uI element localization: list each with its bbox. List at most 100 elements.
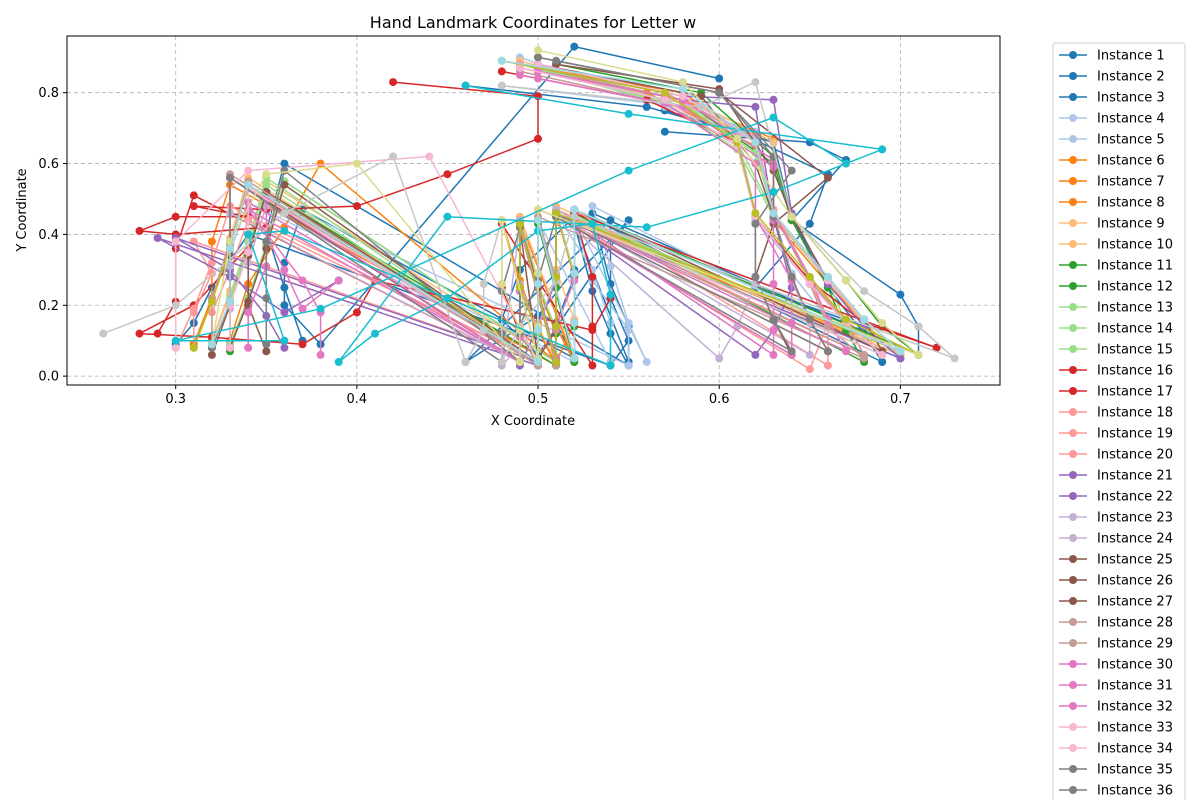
data-point <box>226 244 234 253</box>
data-point <box>751 209 760 218</box>
legend-label: Instance 7 <box>1097 175 1165 190</box>
data-point <box>262 180 271 189</box>
legend-swatch-marker <box>1069 450 1077 458</box>
legend-item: Instance 35 <box>1059 763 1173 778</box>
data-point <box>389 78 398 87</box>
legend-item: Instance 7 <box>1059 175 1165 190</box>
legend-label: Instance 31 <box>1097 679 1173 694</box>
legend-swatch-marker <box>1069 324 1077 332</box>
data-point <box>570 319 579 327</box>
data-point <box>769 315 778 324</box>
data-point <box>280 336 289 345</box>
legend-items: Instance 1 Instance 2 Instance 3 Instance 4… <box>1059 49 1173 799</box>
legend-swatch-marker <box>1069 786 1077 794</box>
legend-swatch-marker <box>1069 177 1077 185</box>
data-point <box>280 265 289 274</box>
legend-item: Instance 26 <box>1059 574 1173 589</box>
legend-item: Instance 22 <box>1059 490 1173 505</box>
data-point <box>534 134 542 143</box>
data-point <box>878 319 887 327</box>
data-point <box>642 358 651 366</box>
legend-label: Instance 12 <box>1097 280 1173 295</box>
data-point <box>352 308 361 317</box>
data-point <box>805 350 814 359</box>
legend-item: Instance 21 <box>1059 469 1173 484</box>
data-point <box>842 347 850 356</box>
data-point <box>787 166 796 175</box>
axis-ticks: 0.3 0.4 0.5 0.6 0.7 0.0 0.2 0.4 0.6 0.8 <box>38 86 910 407</box>
legend-swatch-marker <box>1069 240 1077 248</box>
legend-item: Instance 29 <box>1059 637 1173 652</box>
x-tick-label: 0.6 <box>709 392 730 407</box>
data-point <box>769 113 778 122</box>
legend-item: Instance 32 <box>1059 700 1173 715</box>
data-point <box>280 159 289 168</box>
data-point <box>805 280 814 288</box>
plot-frame <box>66 35 1001 386</box>
legend-swatch-marker <box>1069 471 1077 479</box>
data-point <box>135 226 144 235</box>
data-point <box>207 297 216 306</box>
data-point <box>679 85 687 94</box>
data-point <box>570 205 579 214</box>
data-point <box>624 166 633 175</box>
legend-item: Instance 8 <box>1059 196 1165 211</box>
data-point <box>443 170 452 179</box>
legend-item: Instance 14 <box>1059 322 1173 337</box>
data-point <box>171 301 180 310</box>
data-point <box>751 219 760 228</box>
data-point <box>352 202 361 211</box>
chart-title: Hand Landmark Coordinates for Letter w <box>370 13 696 32</box>
data-point <box>262 340 271 349</box>
legend-item: Instance 23 <box>1059 511 1173 526</box>
legend-label: Instance 23 <box>1097 511 1173 526</box>
data-point <box>262 294 271 303</box>
legend-swatch-marker <box>1069 765 1077 773</box>
data-point <box>280 343 289 352</box>
data-point <box>787 347 796 356</box>
data-point <box>371 329 379 338</box>
legend-label: Instance 4 <box>1097 112 1165 127</box>
data-point <box>189 308 198 317</box>
y-tick-label: 0.8 <box>38 86 59 101</box>
data-point <box>244 230 253 239</box>
legend-swatch-marker <box>1069 618 1077 626</box>
x-tick-label: 0.4 <box>347 392 368 407</box>
legend-swatch-marker <box>1069 492 1077 500</box>
legend-label: Instance 11 <box>1097 259 1173 274</box>
data-point <box>135 329 144 338</box>
data-point <box>189 191 198 200</box>
data-point <box>153 329 162 338</box>
legend-item: Instance 33 <box>1059 721 1173 736</box>
data-point <box>226 173 234 182</box>
data-point <box>860 354 869 363</box>
series-line <box>138 81 612 346</box>
data-point <box>280 166 289 175</box>
x-tick-label: 0.3 <box>165 392 186 407</box>
legend-item: Instance 20 <box>1059 448 1173 463</box>
data-point <box>280 226 289 235</box>
legend-swatch-marker <box>1069 345 1077 353</box>
data-point <box>461 81 470 90</box>
data-point <box>316 350 325 359</box>
data-point <box>823 272 832 281</box>
data-point <box>896 290 905 299</box>
data-point <box>226 343 234 352</box>
legend-item: Instance 9 <box>1059 217 1165 232</box>
legend-label: Instance 9 <box>1097 217 1165 232</box>
data-point <box>280 209 289 218</box>
legend-label: Instance 22 <box>1097 490 1173 505</box>
data-point <box>606 290 615 299</box>
data-point <box>642 223 651 232</box>
data-point <box>334 358 343 366</box>
data-point <box>769 95 778 104</box>
data-point <box>606 216 615 225</box>
data-point <box>352 159 361 168</box>
data-point <box>606 361 615 370</box>
data-point <box>751 350 760 359</box>
legend-label: Instance 34 <box>1097 742 1173 757</box>
legend-item: Instance 5 <box>1059 133 1165 148</box>
legend-swatch-marker <box>1069 114 1077 122</box>
data-point <box>588 322 597 331</box>
data-point <box>570 42 579 51</box>
